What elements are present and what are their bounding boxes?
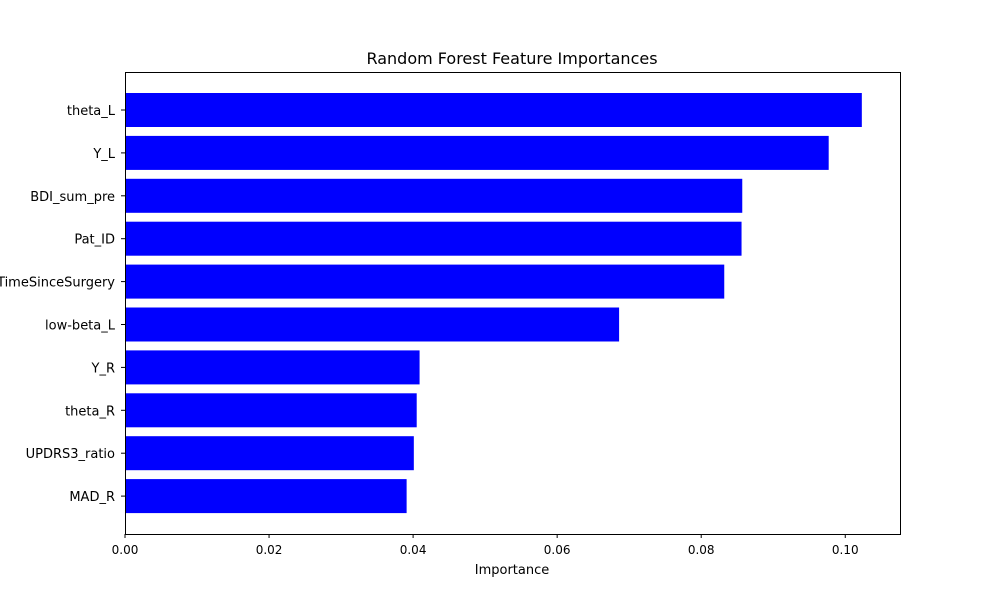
bar-theta_L [125, 93, 862, 127]
bar-UPDRS3_ratio [125, 436, 414, 471]
bar-low-beta_L [125, 307, 620, 342]
x-tick-label: 0.08 [688, 543, 715, 557]
y-tick-label: BDI_sum_pre [30, 190, 115, 205]
x-tick-label: 0.00 [112, 543, 139, 557]
y-tick-label: UPDRS3_ratio [26, 447, 115, 462]
bar-Y_R [125, 350, 420, 385]
x-ticks: 0.00 0.02 0.04 0.06 0.08 0.10 [112, 534, 859, 557]
x-tick-label: 0.04 [400, 543, 427, 557]
y-tick-label: TimeSinceSurgery [0, 276, 115, 291]
y-tick-label: low-beta_L [45, 319, 116, 334]
y-tick-label: Y_R [91, 361, 115, 376]
bar-Pat_ID [125, 221, 742, 256]
x-tick-label: 0.06 [544, 543, 571, 557]
bars-group [125, 93, 862, 514]
y-tick-label: MAD_R [69, 490, 115, 505]
x-tick-label: 0.02 [256, 543, 283, 557]
bar-BDI_sum_pre [125, 178, 743, 213]
y-tick-label: theta_L [67, 104, 116, 119]
x-axis-title: Importance [475, 563, 550, 578]
y-tick-label: theta_R [65, 404, 115, 419]
bar-TimeSinceSurgery [125, 264, 725, 299]
y-tick-label: Y_L [92, 147, 115, 162]
bar-Y_L [125, 135, 829, 170]
bar-MAD_R [125, 479, 407, 514]
y-tick-labels: theta_L Y_L BDI_sum_pre Pat_ID TimeSinceSurg… [0, 104, 125, 505]
y-tick-label: Pat_ID [74, 233, 115, 248]
x-tick-label: 0.10 [832, 543, 859, 557]
bar-theta_R [125, 393, 417, 428]
chart-title: Random Forest Feature Importances [366, 49, 657, 68]
plot-frame [125, 72, 901, 535]
